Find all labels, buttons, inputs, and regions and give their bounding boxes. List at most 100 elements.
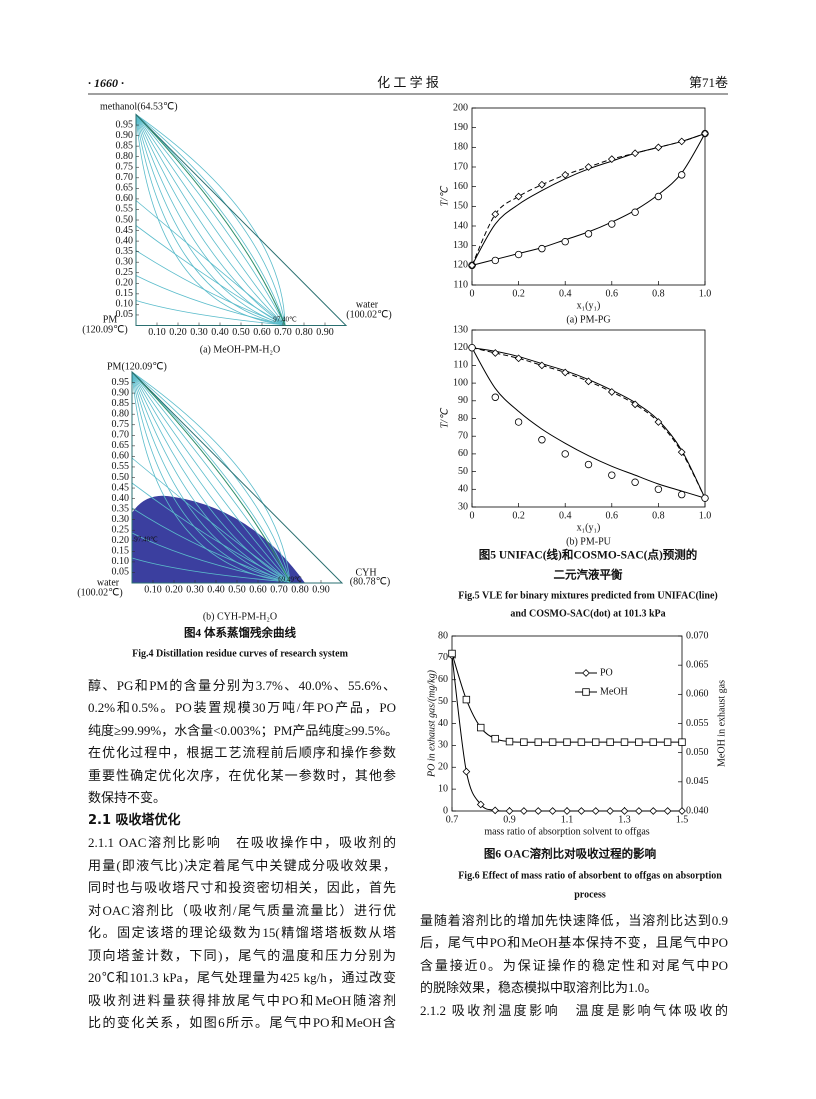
legend-marker xyxy=(582,688,590,696)
panel-caption: (a) PM-PG xyxy=(566,314,610,325)
series-line xyxy=(471,347,706,499)
y2-tick-label: 0.040 xyxy=(686,805,709,816)
y-tick-label: 0.25 xyxy=(116,267,134,278)
y-tick-label: 70 xyxy=(438,652,448,663)
data-point xyxy=(663,738,672,746)
panel-caption: (b) CYH-PM-H₂O xyxy=(203,611,277,622)
y-tick-label: 0.15 xyxy=(116,288,134,299)
data-point xyxy=(538,436,546,444)
text-line: 醇、PG和PM的含量分别为3.7%、40.0%、55.6%、 xyxy=(88,678,396,693)
data-point xyxy=(534,738,542,746)
y-tick-label: 60 xyxy=(438,674,448,685)
data-point xyxy=(563,738,571,746)
data-point xyxy=(491,393,499,401)
y-tick-label: 90 xyxy=(458,395,468,406)
data-point xyxy=(584,230,593,238)
data-point xyxy=(584,163,593,171)
y-tick-label: 0.15 xyxy=(112,546,130,557)
figure-caption-en: process xyxy=(574,889,606,900)
figure-caption: 图5 UNIFAC(线)和COSMO-SAC(点)预测的 xyxy=(479,548,698,562)
y-tick-label: 40 xyxy=(458,484,468,495)
plot-frame xyxy=(471,107,706,286)
y2-tick-label: 0.070 xyxy=(686,630,709,641)
x-tick-label: 0.60 xyxy=(249,584,267,595)
text-line: 0.2%和0.5%。PO装置规模30万吨/年PO产品，PO xyxy=(88,700,396,715)
legend-label: MeOH xyxy=(600,686,628,697)
figure-caption-en: Fig.6 Effect of mass ratio of absorbent … xyxy=(458,870,722,881)
data-point xyxy=(468,261,476,270)
data-point xyxy=(491,210,500,219)
data-point xyxy=(548,738,557,746)
residue-curve xyxy=(131,507,291,583)
data-point xyxy=(491,349,500,357)
residue-curve xyxy=(131,532,291,583)
x-tick-label: 0.80 xyxy=(291,584,309,595)
data-point xyxy=(520,738,528,746)
x-tick-label: 0 xyxy=(470,510,475,521)
data-point xyxy=(538,244,546,253)
figure-caption: 图6 OAC溶剂比对吸收过程的影响 xyxy=(484,847,656,861)
y-tick-label: 0.60 xyxy=(116,193,134,204)
x-axis-label: x₁(y₁) xyxy=(577,522,601,533)
volume: 第71卷 xyxy=(689,75,728,90)
figure-caption: 二元汽液平衡 xyxy=(554,568,623,582)
y-tick-label: 0.40 xyxy=(116,235,134,246)
y-tick-label: 40 xyxy=(438,718,448,729)
residue-curve xyxy=(135,114,286,326)
y-tick-label: 0.85 xyxy=(116,140,134,151)
x-tick-label: 0.90 xyxy=(312,584,330,595)
y2-axis-label: MeOH in exhaust gas xyxy=(716,680,727,767)
data-point xyxy=(677,137,686,146)
data-point xyxy=(649,738,657,746)
x-tick-label: 0.20 xyxy=(169,327,187,338)
x-tick-label: 0.10 xyxy=(148,327,166,338)
x-tick-label: 1.1 xyxy=(561,814,574,825)
data-point xyxy=(561,238,569,246)
text-line: 同时也与吸收塔尺寸和投资密切相关，因此，首先 xyxy=(88,880,396,895)
y-tick-label: 0.60 xyxy=(112,451,130,462)
y-tick-label: 0.45 xyxy=(116,225,134,236)
residue-curve xyxy=(131,371,291,583)
data-point xyxy=(620,738,629,746)
data-point xyxy=(491,734,499,743)
separatrix xyxy=(135,114,286,326)
data-point xyxy=(462,767,471,776)
text-line: 在优化过程中，根据工艺流程前后顺序和操作参数 xyxy=(88,745,396,760)
x-tick-label: 0.2 xyxy=(512,288,525,299)
y2-tick-label: 0.055 xyxy=(686,718,709,729)
x-axis-label: mass ratio of absorption solvent to offg… xyxy=(484,826,649,837)
plot-frame xyxy=(471,329,706,508)
x-tick-label: 0.8 xyxy=(652,510,665,521)
figure-caption-en: Fig.5 VLE for binary mixtures predicted … xyxy=(458,590,717,601)
data-point xyxy=(584,377,593,386)
y-tick-label: 0.95 xyxy=(112,377,130,388)
vertex-label: water xyxy=(97,577,120,588)
data-point xyxy=(678,807,686,815)
y-tick-label: 0.35 xyxy=(116,246,134,257)
y2-tick-label: 0.045 xyxy=(686,776,709,787)
x-tick-label: 0.70 xyxy=(270,584,288,595)
y-tick-label: 150 xyxy=(453,201,468,212)
data-point xyxy=(631,208,639,216)
y-tick-label: 0.70 xyxy=(116,172,134,183)
data-point xyxy=(654,143,663,152)
data-point xyxy=(654,418,663,426)
vertex-label: (120.09℃) xyxy=(82,324,127,335)
text-line: 后，尾气中PO和MeOH基本保持不变，且尾气中PO xyxy=(420,935,728,950)
residue-curve xyxy=(135,114,286,326)
residue-curve xyxy=(131,482,291,583)
residue-curve xyxy=(135,114,286,326)
y-tick-label: 100 xyxy=(453,377,468,388)
data-point xyxy=(538,180,546,189)
vertex-label: (100.02℃) xyxy=(346,309,391,320)
y-tick-label: 80 xyxy=(438,630,448,641)
figure-caption: 图4 体系蒸馏残余曲线 xyxy=(184,626,297,640)
vertex-label: (100.02℃) xyxy=(77,587,122,598)
y-tick-label: 130 xyxy=(453,240,468,251)
x-tick-label: 0.4 xyxy=(559,510,572,521)
data-point xyxy=(607,388,616,396)
data-point xyxy=(606,738,614,746)
y-tick-label: 180 xyxy=(453,142,468,153)
text-line: 数保持不变。 xyxy=(88,790,167,805)
